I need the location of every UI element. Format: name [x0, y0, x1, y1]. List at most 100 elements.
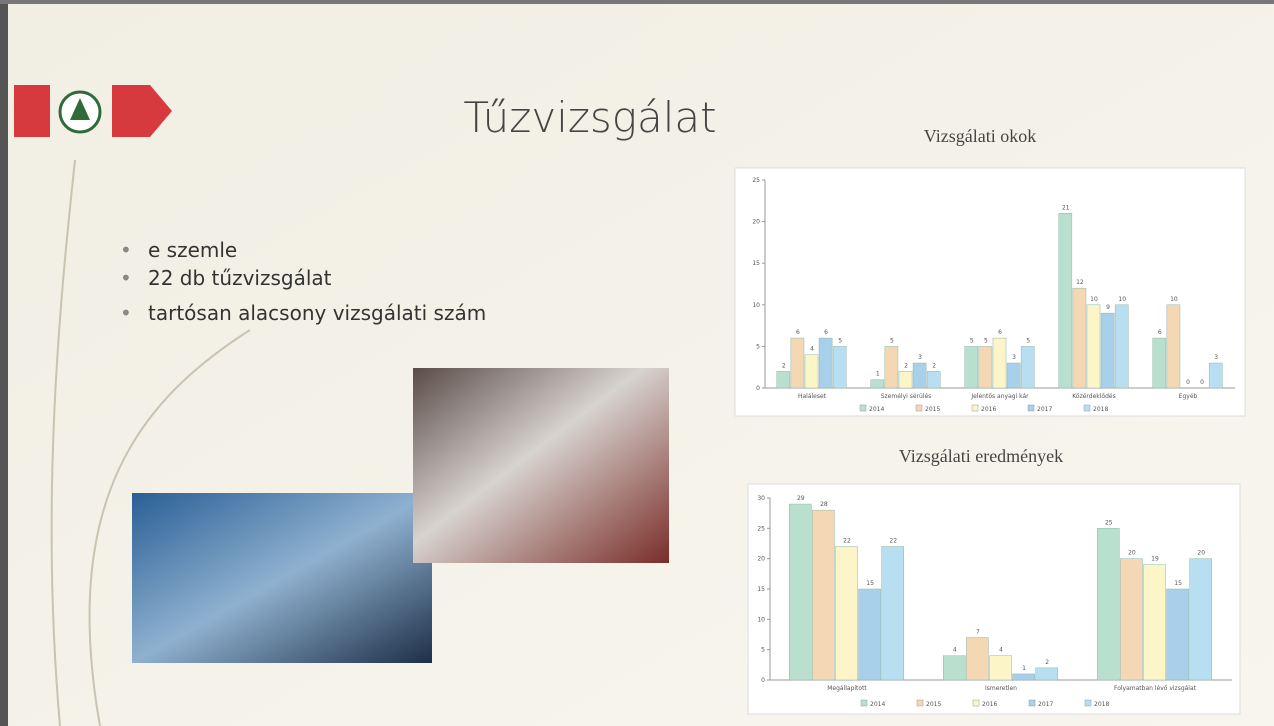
bar [1073, 288, 1086, 388]
bar [819, 338, 832, 388]
value-label: 6 [796, 329, 800, 336]
x-tick-label: Közérdeklődés [1072, 393, 1115, 400]
x-tick-label: Folyamatban lévő vizsgálat [1114, 685, 1197, 692]
value-label: 3 [918, 354, 922, 361]
bar [835, 547, 857, 680]
bar [1120, 559, 1142, 680]
bar [1167, 305, 1180, 388]
bar [1101, 313, 1114, 388]
y-tick-label: 5 [756, 343, 760, 350]
value-label: 19 [1151, 556, 1159, 563]
value-label: 5 [890, 337, 894, 344]
value-label: 7 [976, 629, 980, 636]
bar [1036, 668, 1058, 680]
value-label: 4 [999, 647, 1003, 654]
photo-firefighters [132, 493, 432, 663]
y-tick-label: 0 [761, 677, 765, 684]
value-label: 22 [843, 538, 851, 545]
legend-swatch [973, 700, 979, 706]
value-label: 25 [1105, 519, 1113, 526]
bar [789, 504, 811, 680]
chart-title: Vizsgálati okok [924, 126, 1036, 146]
value-label: 3 [1214, 354, 1218, 361]
legend-swatch [916, 405, 922, 411]
bar [1153, 338, 1166, 388]
bar [913, 363, 926, 388]
y-tick-label: 15 [752, 260, 760, 267]
legend-label: 2017 [1037, 406, 1052, 413]
bar [966, 638, 988, 680]
bar [1087, 305, 1100, 388]
chart-title: Vizsgálati eredmények [899, 446, 1063, 466]
bar [1115, 305, 1128, 388]
bar [871, 380, 884, 388]
value-label: 2 [1045, 659, 1049, 666]
value-label: 10 [1170, 296, 1178, 303]
value-label: 1 [876, 371, 880, 378]
value-label: 5 [1026, 337, 1030, 344]
bar [943, 656, 965, 680]
value-label: 15 [866, 580, 874, 587]
value-label: 4 [953, 647, 957, 654]
value-label: 5 [970, 337, 974, 344]
value-label: 6 [1158, 329, 1162, 336]
x-tick-label: Személyi sérülés [881, 393, 932, 400]
legend-swatch [861, 700, 867, 706]
bar [927, 371, 940, 388]
x-tick-label: Egyéb [1179, 393, 1198, 400]
y-tick-label: 15 [757, 586, 765, 593]
y-tick-label: 10 [757, 616, 765, 623]
bar [777, 371, 790, 388]
legend-label: 2017 [1038, 701, 1053, 708]
value-label: 21 [1062, 204, 1070, 211]
y-tick-label: 30 [757, 495, 765, 502]
bar [1021, 346, 1034, 388]
y-tick-label: 25 [752, 177, 760, 184]
legend-swatch [860, 405, 866, 411]
bar [989, 656, 1011, 680]
bullet-dot: • [120, 238, 132, 262]
value-label: 3 [1012, 354, 1016, 361]
y-tick-label: 0 [756, 385, 760, 392]
legend-swatch [1085, 700, 1091, 706]
value-label: 10 [1090, 296, 1098, 303]
bar [1097, 528, 1119, 680]
legend-label: 2018 [1093, 406, 1108, 413]
y-tick-label: 25 [757, 525, 765, 532]
value-label: 5 [984, 337, 988, 344]
value-label: 9 [1106, 304, 1110, 311]
bar [1209, 363, 1222, 388]
value-label: 2 [904, 362, 908, 369]
value-label: 15 [1174, 580, 1182, 587]
bar [859, 589, 881, 680]
legend-label: 2014 [869, 406, 884, 413]
value-label: 12 [1076, 279, 1084, 286]
value-label: 1 [1022, 665, 1026, 672]
y-tick-label: 20 [757, 556, 765, 563]
value-label: 29 [797, 495, 805, 502]
x-tick-label: Jelentős anyagi kár [970, 393, 1029, 400]
page: Tűzvizsgálat • e szemle • 22 db tűzvizsg… [0, 0, 1274, 726]
bar [882, 547, 904, 680]
value-label: 2 [782, 362, 786, 369]
left-border [0, 0, 8, 726]
value-label: 10 [1118, 296, 1126, 303]
bar [1190, 559, 1212, 680]
value-label: 20 [1197, 550, 1205, 557]
value-label: 6 [998, 329, 1002, 336]
bullet: tartósan alacsony vizsgálati szám [148, 301, 486, 325]
photo-burnt-room [413, 368, 669, 563]
legend-swatch [1028, 405, 1034, 411]
bullet: e szemle [148, 238, 237, 262]
bar [1143, 565, 1165, 680]
bullet-dot: • [120, 266, 132, 290]
slide: Tűzvizsgálat • e szemle • 22 db tűzvizsg… [0, 0, 1274, 726]
bar [979, 346, 992, 388]
bar [1013, 674, 1035, 680]
bar [965, 346, 978, 388]
legend-swatch [1084, 405, 1090, 411]
top-border [0, 0, 1274, 4]
legend-swatch [1029, 700, 1035, 706]
legend-label: 2016 [982, 701, 997, 708]
legend-swatch [972, 405, 978, 411]
